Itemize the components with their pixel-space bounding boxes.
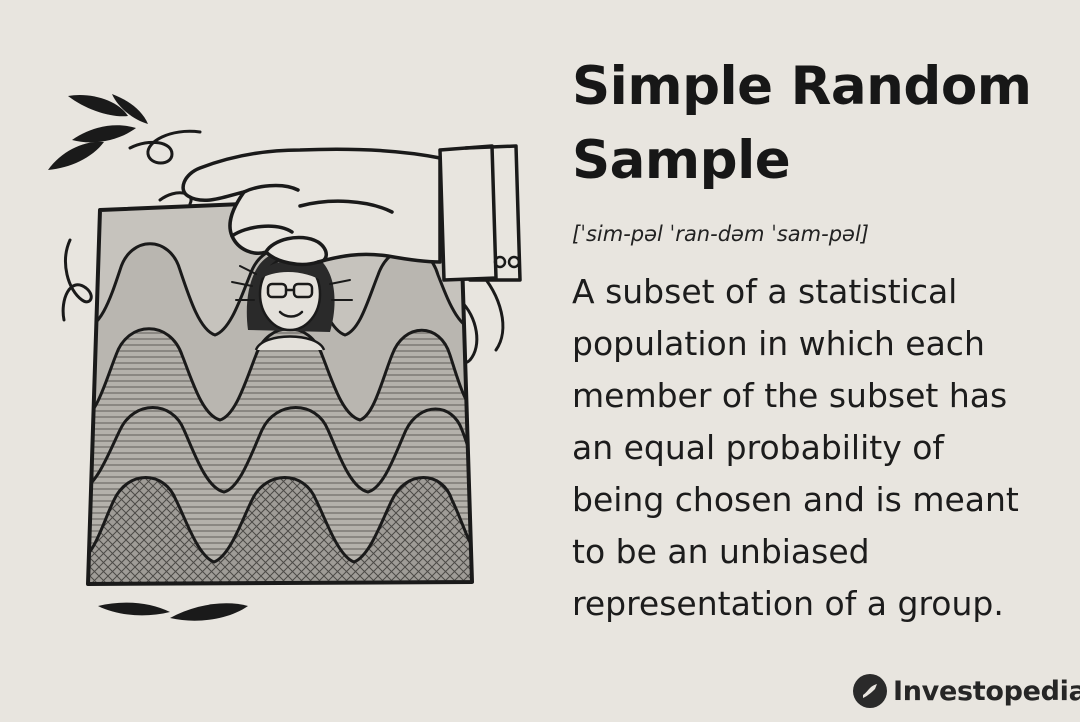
definition-line: member of the subset has xyxy=(572,376,1008,415)
pronunciation: [ˈsim-pəl ˈran-dəm ˈsam-pəl] xyxy=(572,222,869,246)
definition-line: being chosen and is meant xyxy=(572,480,1019,519)
definition-line: population in which each xyxy=(572,324,985,363)
hand-picking-person-illustration xyxy=(48,94,522,621)
title-line-2: Sample xyxy=(572,130,791,191)
investopedia-logo: Investopedia xyxy=(853,672,1080,710)
definition-line: A subset of a statistical xyxy=(572,272,958,311)
page-title: Simple Random Sample xyxy=(572,50,1062,198)
definition-line: to be an unbiased xyxy=(572,532,870,571)
text-panel: Simple Random Sample [ˈsim-pəl ˈran-dəm … xyxy=(572,50,1062,630)
definition-line: representation of a group. xyxy=(572,584,1004,623)
title-line-1: Simple Random xyxy=(572,56,1032,117)
ground-splash-icon xyxy=(98,602,248,621)
definition-text: A subset of a statistical population in … xyxy=(572,266,1062,630)
definition-line: an equal probability of xyxy=(572,428,945,467)
investopedia-logo-icon xyxy=(853,674,887,708)
selected-person-icon xyxy=(231,250,353,351)
logo-text: Investopedia xyxy=(893,675,1080,707)
picking-hand-icon xyxy=(181,144,522,282)
motion-splash-top-icon xyxy=(48,94,148,170)
